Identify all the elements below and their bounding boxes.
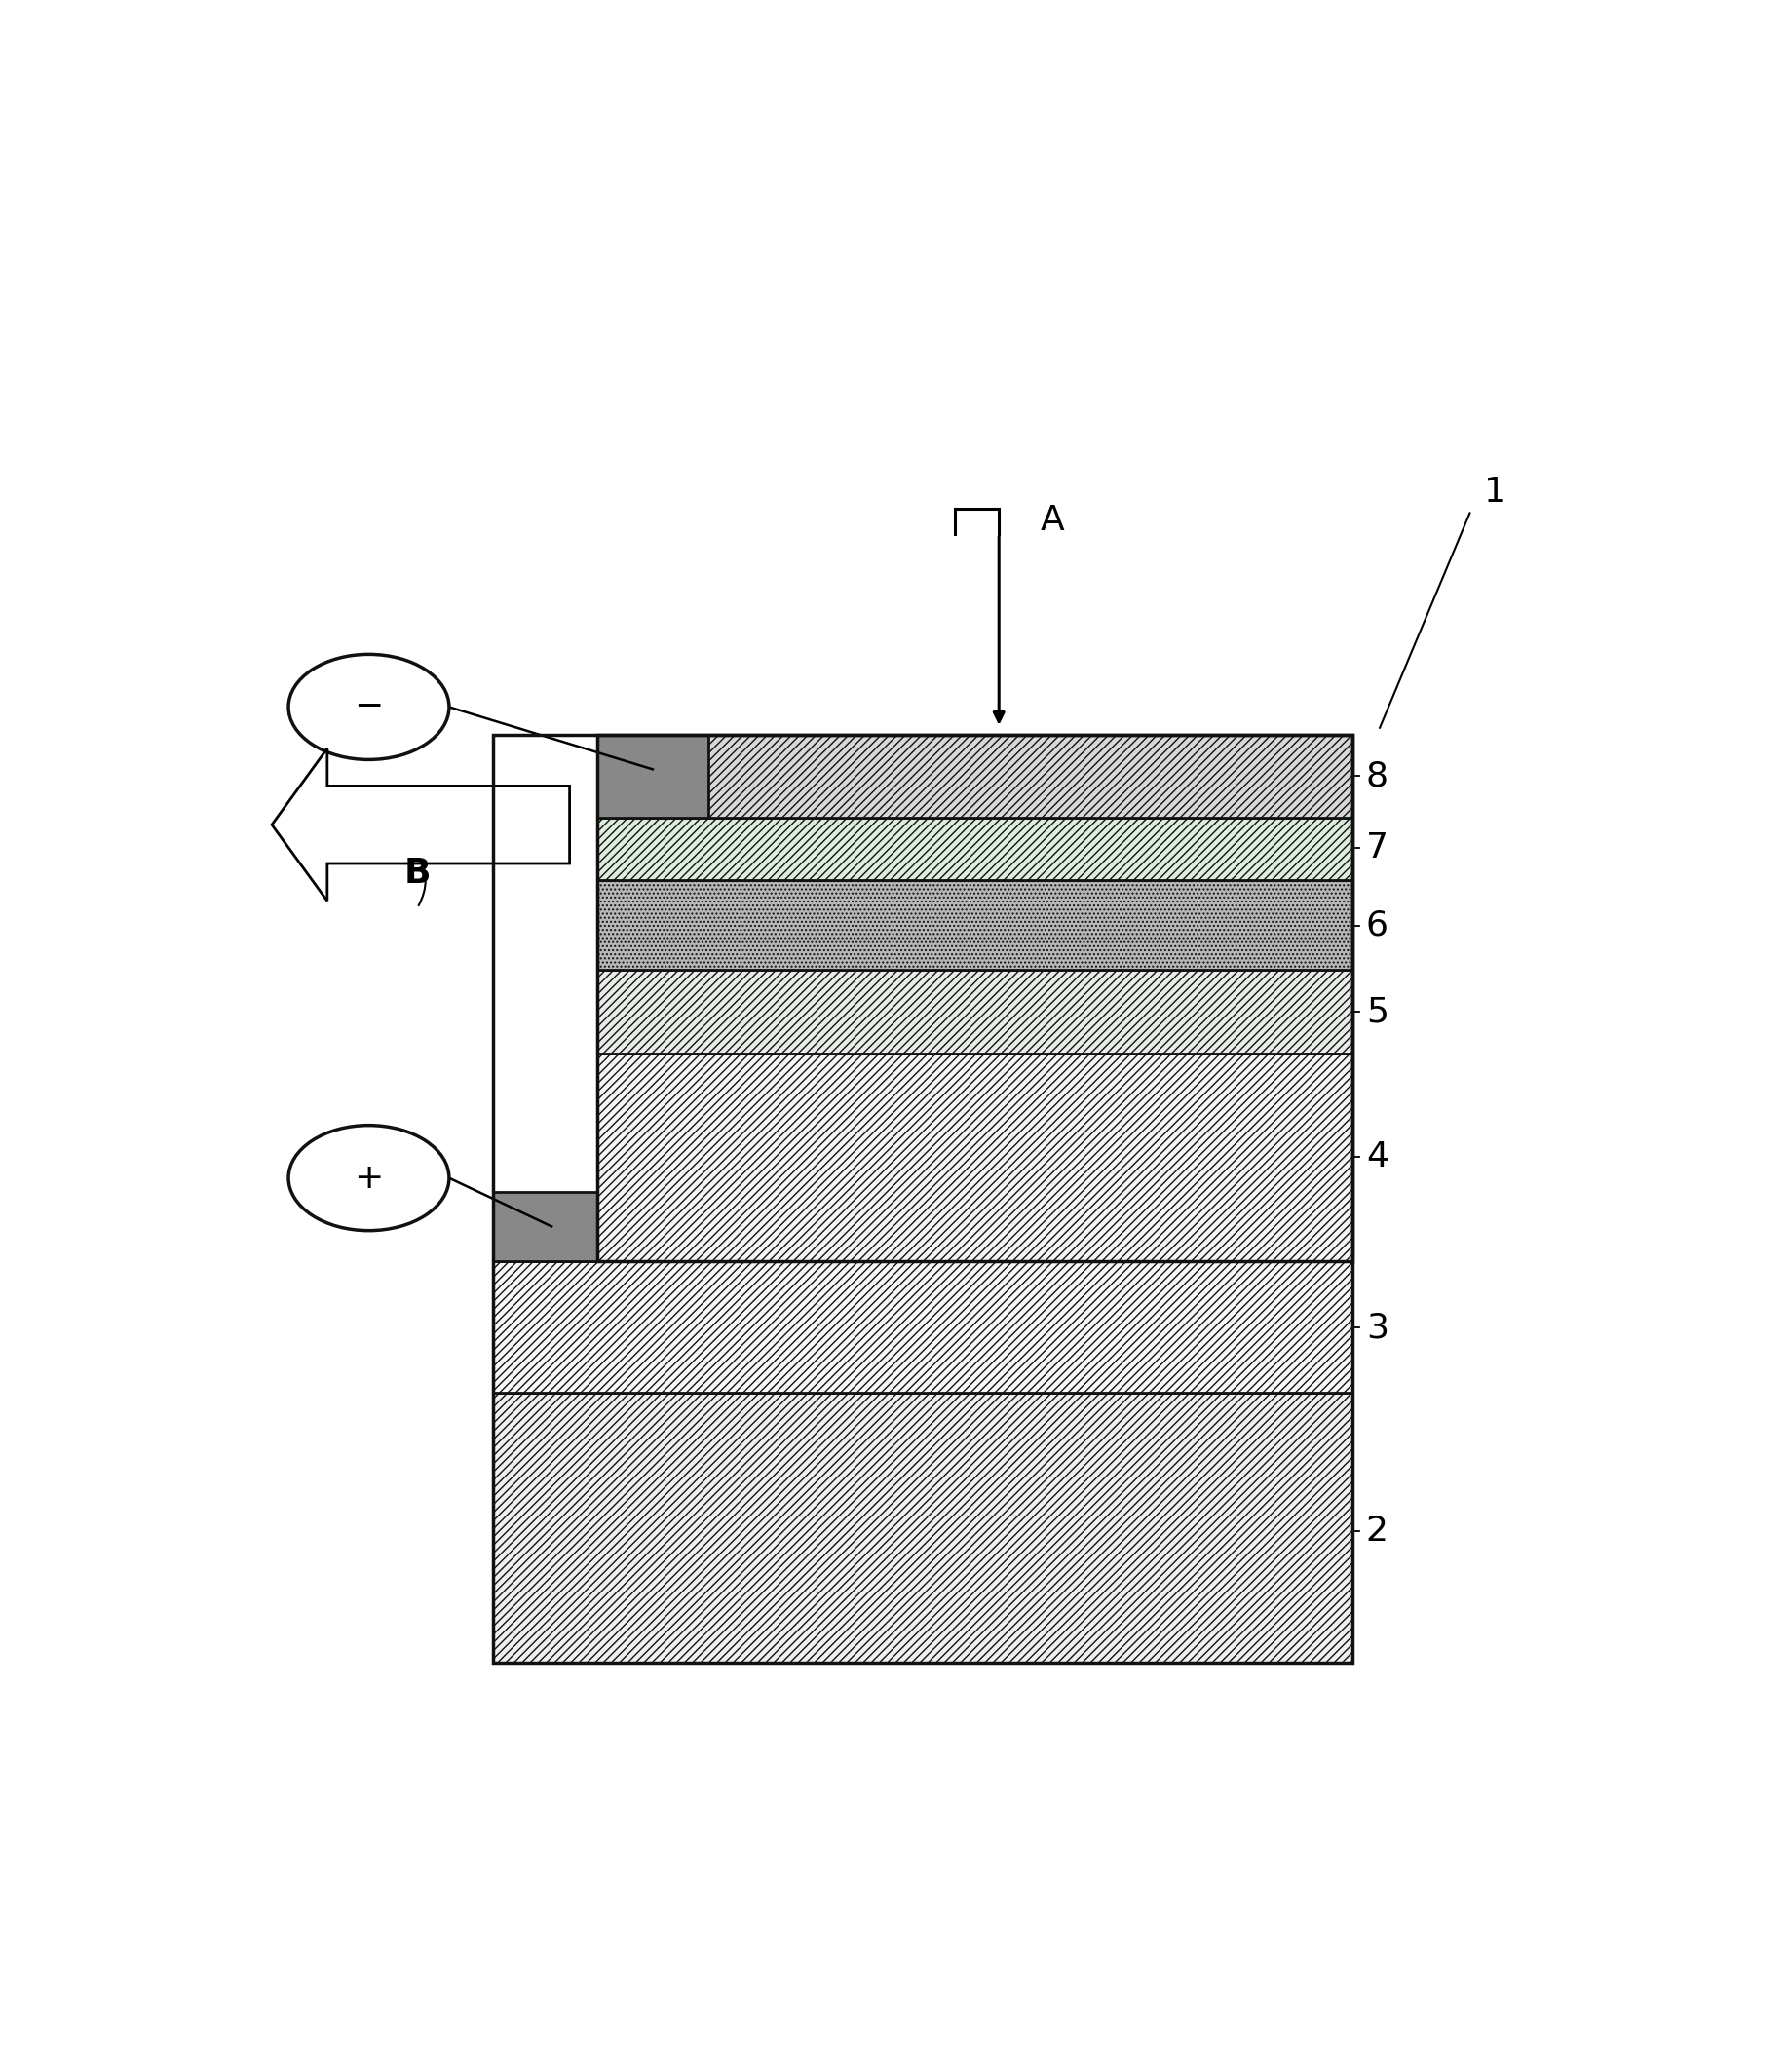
Text: −: − [354, 690, 384, 723]
Bar [597, 1053, 1353, 1262]
Bar [493, 1392, 1353, 1664]
Text: A: A [1040, 503, 1065, 537]
Bar [493, 736, 1353, 1664]
Text: 7: 7 [1365, 831, 1388, 864]
Bar [597, 736, 1353, 1262]
Ellipse shape [288, 655, 449, 760]
Bar [597, 736, 1353, 818]
Text: 2: 2 [1365, 1515, 1388, 1548]
Polygon shape [272, 748, 570, 901]
Text: 8: 8 [1365, 760, 1388, 794]
Bar [493, 1191, 597, 1262]
Text: +: + [354, 1162, 384, 1196]
Bar [597, 970, 1353, 1053]
Bar [597, 736, 708, 818]
Bar [493, 1262, 1353, 1392]
Ellipse shape [288, 1125, 449, 1231]
Text: 4: 4 [1365, 1140, 1388, 1173]
Text: 1: 1 [1483, 477, 1506, 510]
Text: 3: 3 [1365, 1312, 1388, 1345]
Text: 6: 6 [1365, 910, 1388, 943]
Text: B: B [404, 856, 431, 889]
Bar [597, 818, 1353, 881]
Bar [597, 881, 1353, 970]
Text: 5: 5 [1365, 995, 1388, 1028]
